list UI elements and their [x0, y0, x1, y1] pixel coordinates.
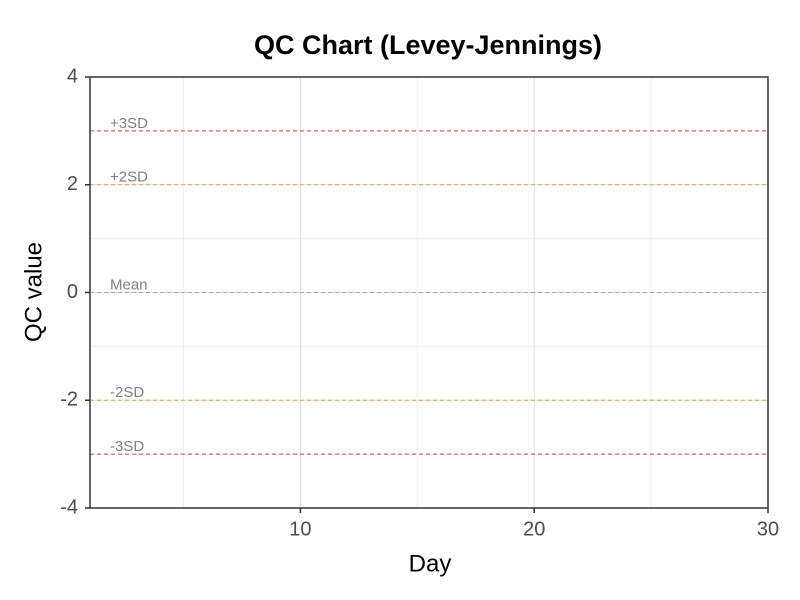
reference-label: +2SD: [110, 169, 148, 186]
reference-label: Mean: [110, 276, 148, 293]
reference-label: -3SD: [110, 438, 144, 455]
y-tick-label: -4: [60, 496, 78, 518]
reference-label: -2SD: [110, 384, 144, 401]
y-tick-label: 2: [67, 173, 78, 195]
x-axis-label: Day: [409, 550, 452, 577]
x-tick-label: 10: [289, 518, 311, 540]
x-tick-label: 30: [757, 518, 779, 540]
reference-label: +3SD: [110, 115, 148, 132]
y-tick-label: -2: [60, 389, 78, 411]
x-tick-label: 20: [523, 518, 545, 540]
chart-title: QC Chart (Levey-Jennings): [254, 30, 602, 60]
y-axis-label: QC value: [20, 242, 47, 342]
y-tick-label: 0: [67, 281, 78, 303]
y-tick-label: 4: [67, 65, 78, 87]
